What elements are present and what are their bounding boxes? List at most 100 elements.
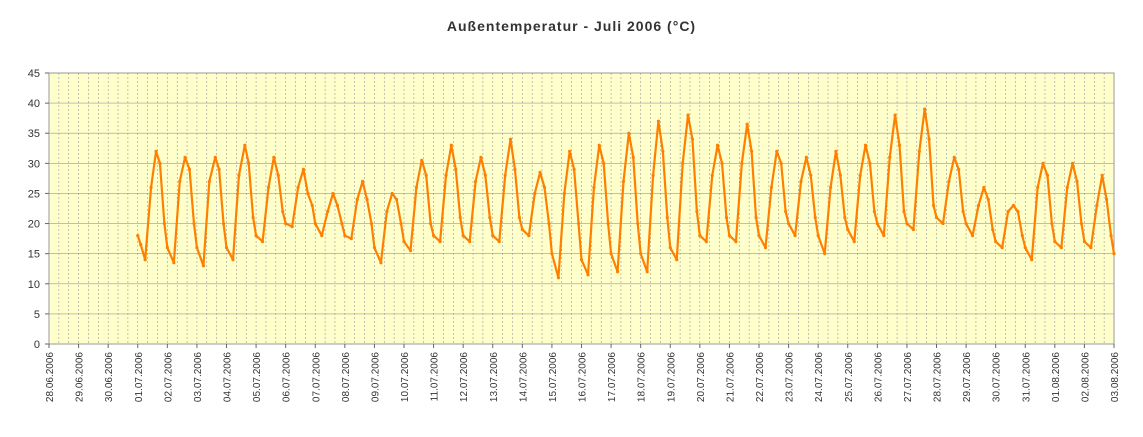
y-tick-label: 0: [34, 339, 40, 351]
x-tick-label: 02.07.2006: [163, 352, 174, 402]
x-tick-label: 17.07.2006: [607, 352, 618, 402]
data-point: [272, 155, 276, 159]
data-point: [686, 113, 690, 117]
data-point: [1045, 173, 1050, 177]
data-point: [656, 119, 661, 123]
data-point: [290, 224, 294, 229]
data-point: [365, 197, 369, 202]
data-point: [961, 209, 965, 214]
x-tick-label: 12.07.2006: [459, 352, 470, 402]
y-tick-label: 20: [28, 219, 40, 231]
data-point: [905, 221, 909, 226]
data-point: [715, 143, 720, 147]
data-point: [602, 161, 606, 165]
data-point: [568, 149, 572, 153]
data-point: [621, 179, 626, 183]
data-point: [639, 252, 643, 256]
x-tick-label: 31.07.2006: [1021, 352, 1032, 402]
data-point: [952, 155, 956, 159]
data-point: [247, 161, 251, 165]
data-point: [183, 155, 187, 159]
data-point: [1079, 221, 1084, 226]
data-point: [1000, 246, 1004, 250]
data-point: [1095, 203, 1099, 208]
data-point: [994, 240, 998, 244]
data-point: [636, 221, 640, 226]
x-tick-label: 24.07.2006: [814, 352, 825, 402]
data-point: [520, 227, 524, 232]
data-point: [947, 179, 951, 183]
data-point: [313, 221, 317, 226]
data-point: [675, 258, 679, 262]
data-point: [483, 173, 487, 177]
data-point: [592, 185, 596, 190]
data-point: [927, 137, 931, 141]
data-point: [1041, 161, 1045, 165]
data-point: [941, 221, 945, 226]
data-point: [698, 234, 702, 238]
data-point: [195, 246, 199, 250]
y-tick-label: 15: [28, 249, 40, 261]
data-point: [517, 215, 521, 220]
data-point: [458, 215, 462, 220]
data-point: [243, 143, 247, 147]
data-point: [1112, 252, 1116, 256]
data-point: [1100, 173, 1104, 177]
x-tick-label: 05.07.2006: [252, 352, 263, 402]
data-point: [538, 170, 542, 174]
data-point: [556, 276, 561, 280]
data-point: [213, 155, 217, 159]
y-tick-label: 10: [28, 279, 40, 291]
data-point: [473, 179, 478, 183]
data-point: [934, 215, 939, 220]
data-point: [158, 161, 162, 165]
data-point: [834, 149, 838, 153]
data-point: [902, 209, 906, 214]
data-point: [149, 185, 153, 190]
data-point: [661, 149, 665, 153]
data-point: [793, 234, 797, 238]
x-tick-label: 06.07.2006: [282, 352, 293, 402]
data-point: [355, 197, 359, 202]
data-point: [1050, 221, 1054, 226]
x-tick-label: 03.07.2006: [193, 352, 204, 402]
x-tick-label: 15.07.2006: [548, 352, 559, 402]
data-point: [863, 143, 868, 147]
y-axis: 0 5 10 15 20 25 30 35 40 45: [28, 68, 49, 351]
data-point: [454, 167, 458, 171]
data-point: [609, 252, 613, 256]
data-point: [254, 234, 258, 238]
data-point: [284, 221, 288, 226]
data-point: [799, 179, 803, 183]
data-point: [429, 221, 433, 226]
x-tick-label: 03.08.2006: [1110, 352, 1121, 402]
data-point: [750, 149, 754, 153]
data-point: [385, 209, 389, 214]
data-point: [136, 234, 140, 238]
data-point: [172, 261, 176, 265]
x-tick-label: 23.07.2006: [785, 352, 796, 402]
data-point: [301, 167, 306, 171]
data-point: [260, 240, 265, 244]
data-point: [340, 221, 344, 226]
data-point: [503, 173, 507, 177]
data-point: [695, 209, 699, 214]
data-point: [991, 227, 995, 232]
data-point: [379, 261, 383, 265]
data-point: [710, 173, 714, 177]
data-point: [369, 221, 374, 226]
data-point: [846, 227, 850, 232]
data-point: [154, 149, 158, 153]
data-point: [1053, 240, 1057, 244]
data-point: [488, 215, 492, 220]
x-tick-label: 22.07.2006: [755, 352, 766, 402]
x-tick-label: 18.07.2006: [637, 352, 648, 402]
data-point: [187, 167, 192, 171]
x-tick-label: 10.07.2006: [400, 352, 411, 402]
data-point: [572, 167, 576, 171]
data-point: [1030, 258, 1034, 262]
data-point: [964, 221, 968, 226]
data-point: [331, 191, 335, 196]
x-tick-label: 29.06.2006: [75, 352, 86, 402]
x-tick-label: 01.07.2006: [134, 352, 145, 402]
